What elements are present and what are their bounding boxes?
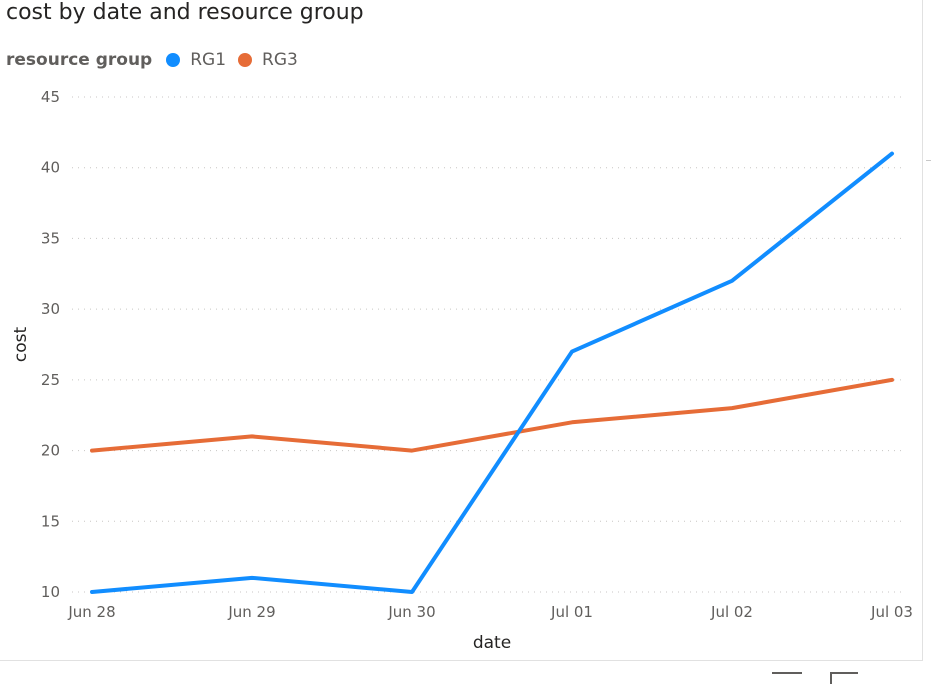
series-lines [90,151,894,594]
legend-title: resource group [6,50,153,70]
y-tick-label: 35 [41,229,60,247]
x-tick-label: Jun 28 [67,603,115,621]
legend-marker-rg1 [166,53,181,67]
y-tick-label: 25 [41,371,60,389]
visual-border-bottom [0,660,923,661]
x-tick-label: Jun 29 [227,603,275,621]
gridlines [72,96,906,593]
y-tick-label: 45 [41,88,60,106]
visual-footer [770,672,870,684]
legend-item-rg3[interactable]: RG3 [238,50,298,70]
y-tick-label: 30 [41,300,60,318]
focus-mode-icon[interactable] [830,672,858,684]
legend-item-rg1[interactable]: RG1 [166,50,226,70]
resize-handle[interactable] [926,160,931,161]
y-tick-label: 10 [41,583,60,601]
legend: resource group RG1 RG3 [6,48,310,72]
y-axis-title: cost [11,327,31,363]
series-line-rg1[interactable] [90,151,894,594]
y-tick-label: 40 [41,159,60,177]
x-axis-title: date [473,633,511,653]
x-tick-label: Jul 02 [710,603,753,621]
x-tick-label: Jul 03 [870,603,913,621]
chart-title: cost by date and resource group [6,0,364,25]
legend-marker-rg3 [238,53,253,67]
legend-label-rg3: RG3 [262,50,298,70]
series-line-rg3[interactable] [90,377,894,453]
chart-visual[interactable] [0,0,922,660]
y-tick-label: 20 [41,442,60,460]
x-axis-ticks: Jun 28 Jun 29 Jun 30 Jul 01 Jul 02 Jul 03 [67,603,913,621]
y-tick-label: 15 [41,512,60,530]
filter-icon[interactable] [772,672,802,684]
visual-border-right [922,0,923,660]
x-tick-label: Jul 01 [550,603,593,621]
legend-label-rg1: RG1 [190,50,227,70]
y-axis-ticks: 10 15 20 25 30 35 40 45 [41,88,60,601]
x-tick-label: Jun 30 [387,603,435,621]
line-chart: 10 15 20 25 30 35 40 45 Jun 28 Jun 29 Jun 30 Jul 0… [11,88,913,653]
